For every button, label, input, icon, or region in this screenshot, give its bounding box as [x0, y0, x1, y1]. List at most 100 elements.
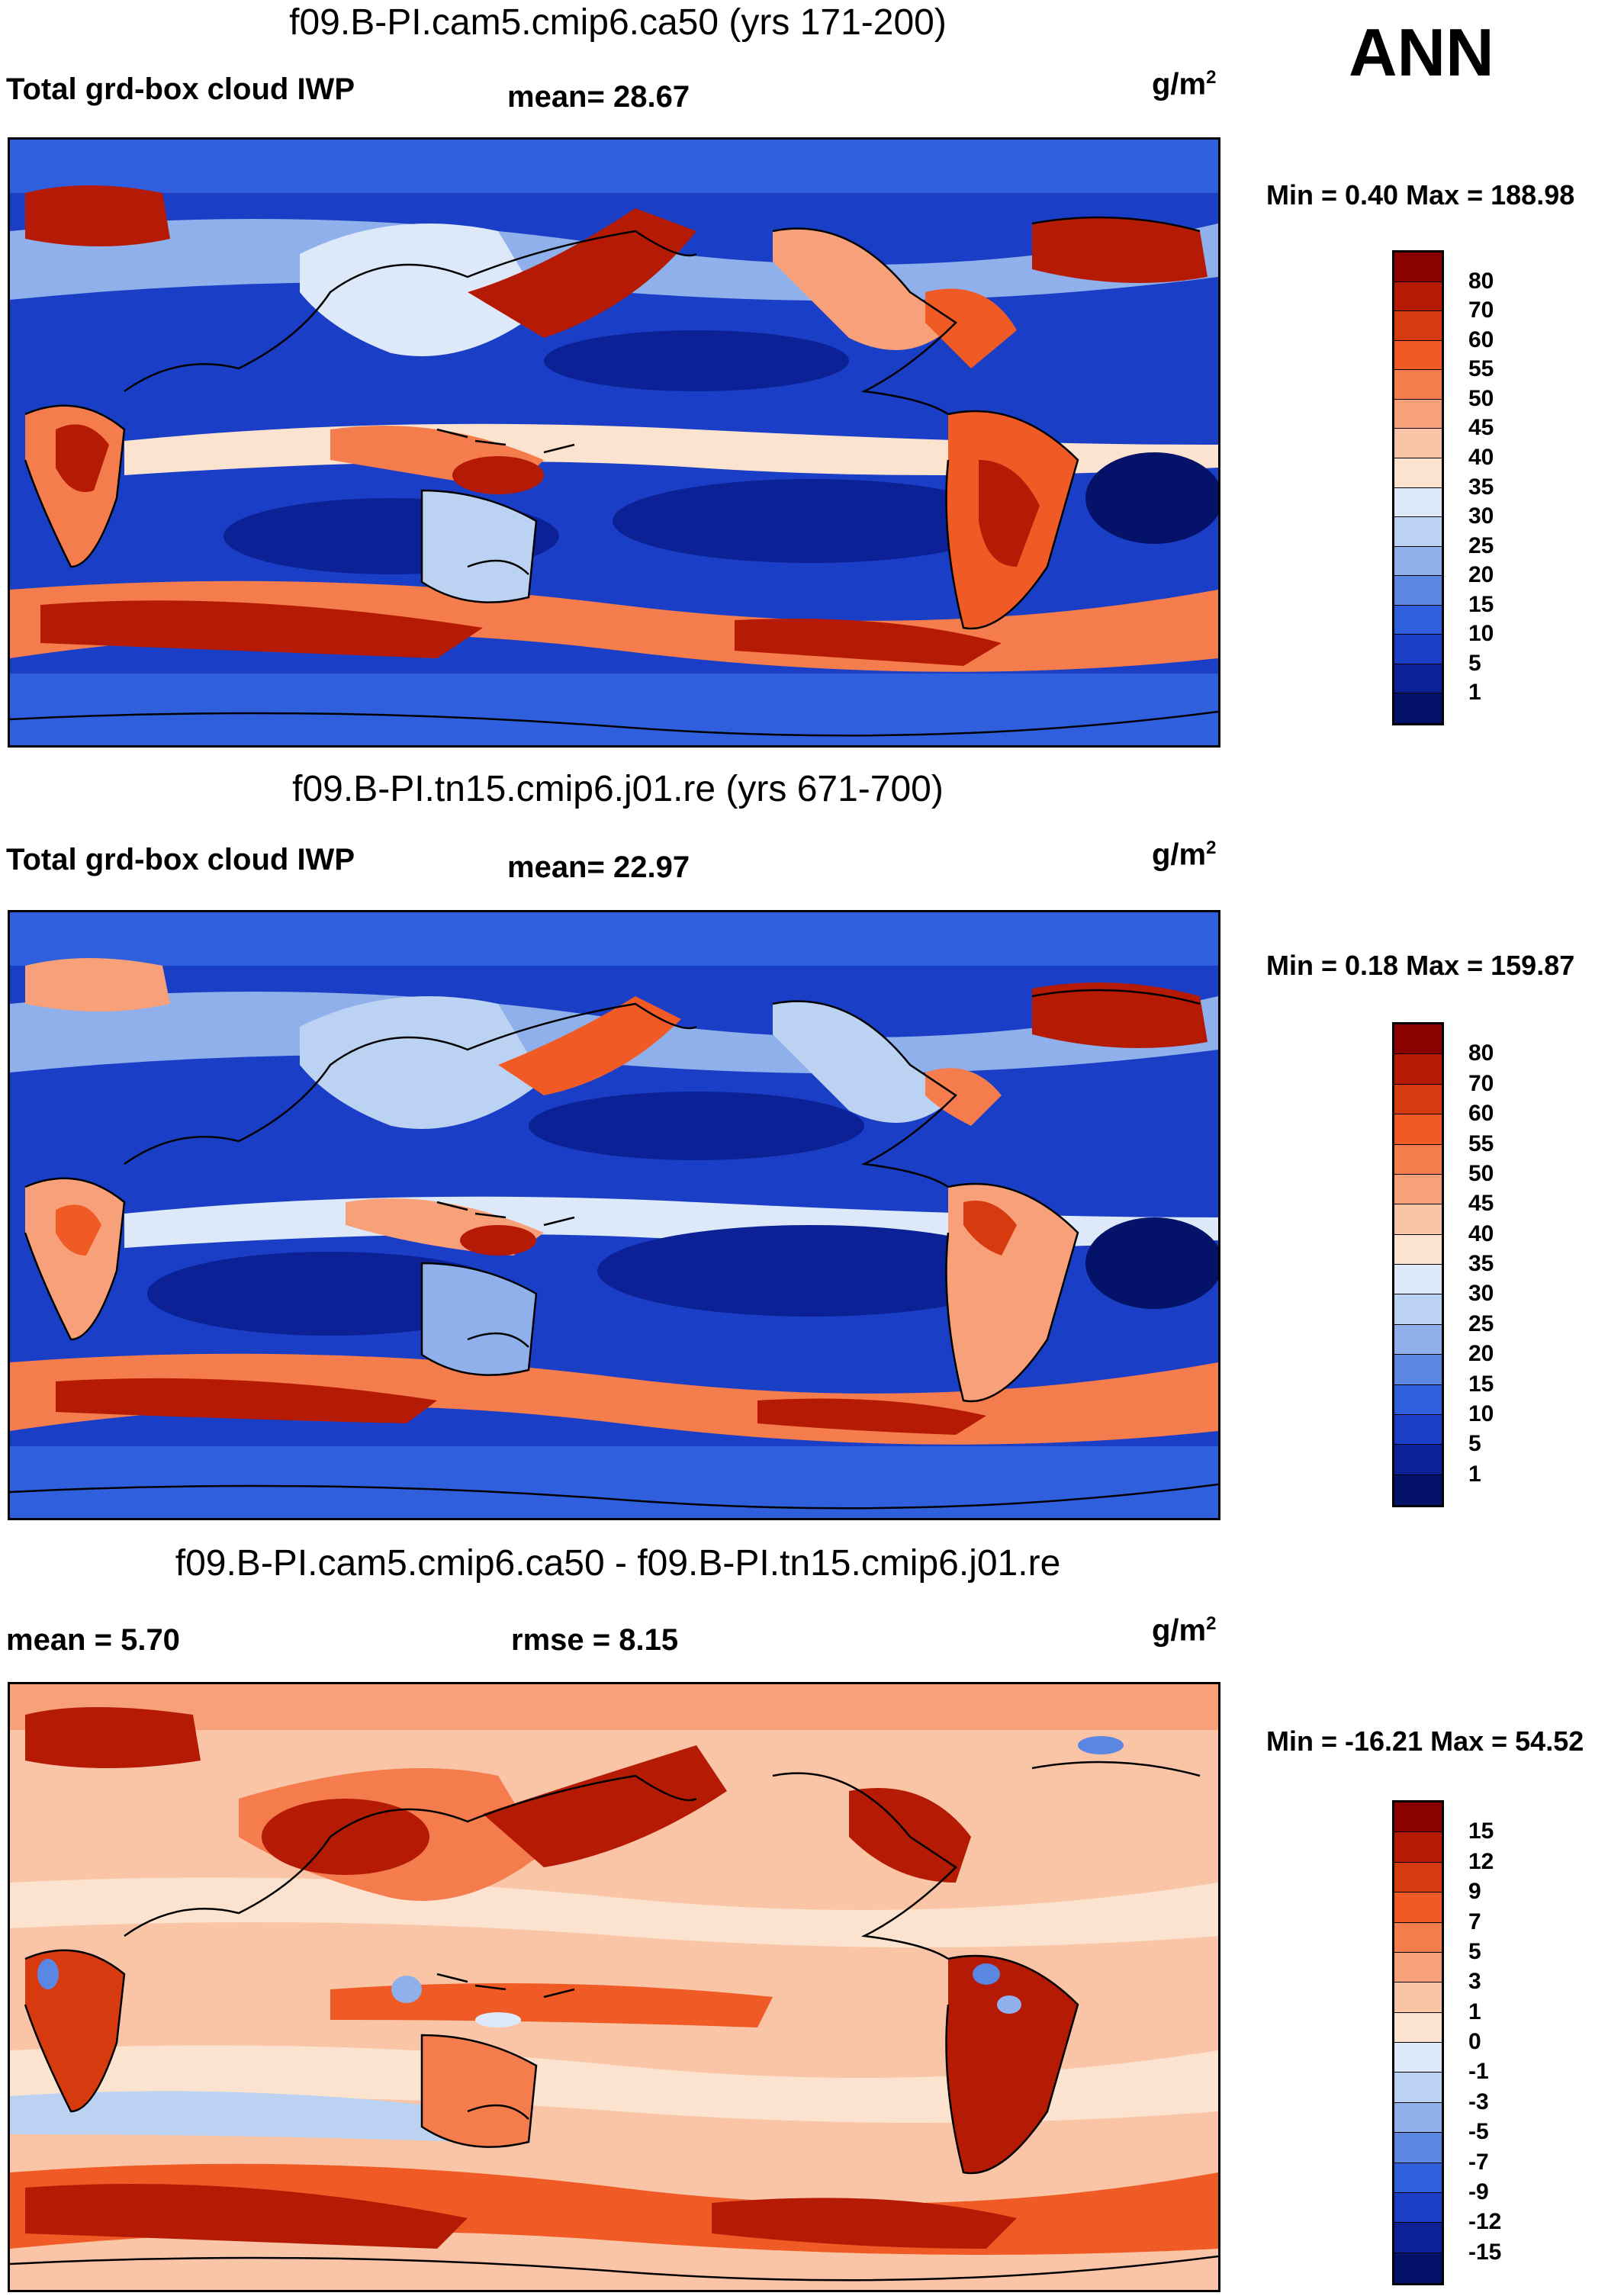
panel3-colorbar-tick-label: 15: [1468, 1818, 1494, 1844]
panel3-colorbar-cell: [1394, 1862, 1442, 1893]
panel1-colorbar-tick-label: 45: [1468, 415, 1494, 441]
season-label: ANN: [1349, 14, 1494, 90]
panel1-colorbar-cell: [1394, 252, 1442, 282]
panel2-colorbar-tick-label: 5: [1468, 1431, 1481, 1457]
panel3-colorbar-tick-label: 12: [1468, 1848, 1494, 1874]
panel2-colorbar-tick-label: 1: [1468, 1461, 1481, 1487]
panel2-colorbar-cell: [1394, 1084, 1442, 1115]
panel2-colorbar-cell: [1394, 1234, 1442, 1265]
panel1-colorbar-cell: [1394, 458, 1442, 488]
panel3-colorbar-tick-label: -9: [1468, 2179, 1489, 2204]
panel1-colorbar-tick-label: 70: [1468, 297, 1494, 323]
panel2-colorbar: [1392, 1022, 1444, 1507]
panel1-colorbar-cell: [1394, 311, 1442, 341]
panel2-colorbar-tick-label: 40: [1468, 1220, 1494, 1246]
panel2-colorbar-cell: [1394, 1294, 1442, 1325]
panel1-colorbar-tick-label: 1: [1468, 680, 1481, 706]
panel3-rmse-label: rmse = 8.15: [511, 1623, 679, 1657]
panel2-colorbar-tick-label: 10: [1468, 1400, 1494, 1426]
panel1-colorbar-tick-label: 15: [1468, 591, 1494, 617]
panel2-colorbar-tick-label: 80: [1468, 1040, 1494, 1066]
panel2-colorbar-cell: [1394, 1355, 1442, 1385]
panel3-colorbar-cell: [1394, 2253, 1442, 2283]
panel2-colorbar-tick-label: 50: [1468, 1160, 1494, 1186]
panel2-colorbar-tick-label: 30: [1468, 1281, 1494, 1307]
panel2-colorbar-cell: [1394, 1204, 1442, 1235]
panel1-colorbar-cell: [1394, 546, 1442, 577]
panel2-colorbar-cell: [1394, 1384, 1442, 1415]
panel1-mean-label: mean= 28.67: [507, 80, 690, 114]
panel1-colorbar-tick-label: 20: [1468, 562, 1494, 588]
panel2-units: g/m2: [1152, 838, 1217, 872]
panel3-colorbar-tick-label: 3: [1468, 1969, 1481, 1995]
panel3-colorbar-cell: [1394, 1952, 1442, 1983]
panel3-colorbar-cell: [1394, 1802, 1442, 1833]
panel2-colorbar-tick-label: 55: [1468, 1130, 1494, 1156]
panel3-colorbar-tick-label: -15: [1468, 2239, 1502, 2265]
panel3-colorbar-cell: [1394, 1892, 1442, 1923]
panel3-colorbar-cell: [1394, 1982, 1442, 2013]
panel2-colorbar-cell: [1394, 1054, 1442, 1085]
panel1-colorbar-cell: [1394, 635, 1442, 664]
panel3-colorbar-tick-label: 5: [1468, 1938, 1481, 1964]
panel2-colorbar-cell: [1394, 1414, 1442, 1445]
panel3-map: [8, 1682, 1220, 2292]
panel3-mean-label: mean = 5.70: [6, 1623, 180, 1657]
panel1-minmax: Min = 0.40 Max = 188.98: [1266, 179, 1575, 211]
panel1-colorbar-cell: [1394, 429, 1442, 458]
panel3-colorbar-tick-label: -7: [1468, 2149, 1489, 2175]
panel1-colorbar-cell: [1394, 693, 1442, 723]
panel1-colorbar-tick-label: 35: [1468, 474, 1494, 500]
panel1-colorbar-tick-label: 40: [1468, 444, 1494, 470]
panel3-colorbar-cell: [1394, 2223, 1442, 2253]
panel2-title: f09.B-PI.tn15.cmip6.j01.re (yrs 671-700): [292, 769, 944, 809]
panel2-colorbar-tick-label: 25: [1468, 1310, 1494, 1336]
panel3-colorbar-tick-label: -12: [1468, 2209, 1502, 2235]
panel1-colorbar-tick-label: 25: [1468, 532, 1494, 558]
panel3-colorbar-tick-label: -1: [1468, 2059, 1489, 2085]
panel1-colorbar: [1392, 250, 1444, 725]
panel1-colorbar-tick-label: 5: [1468, 650, 1481, 676]
panel2-colorbar-cell: [1394, 1474, 1442, 1505]
panel3-colorbar-cell: [1394, 2192, 1442, 2224]
panel3-minmax: Min = -16.21 Max = 54.52: [1266, 1725, 1584, 1757]
panel1-colorbar-cell: [1394, 399, 1442, 429]
panel3-units: g/m2: [1152, 1613, 1217, 1648]
panel1-colorbar-cell: [1394, 370, 1442, 400]
panel3-colorbar-tick-label: 9: [1468, 1879, 1481, 1905]
panel3-colorbar-tick-label: -5: [1468, 2119, 1489, 2145]
panel1-colorbar-tick-label: 30: [1468, 503, 1494, 529]
panel1-colorbar-cell: [1394, 517, 1442, 547]
panel3-colorbar-cell: [1394, 2012, 1442, 2043]
panel1-colorbar-cell: [1394, 576, 1442, 606]
panel1-colorbar-tick-label: 55: [1468, 356, 1494, 382]
panel3-colorbar-tick-label: 7: [1468, 1909, 1481, 1934]
panel1-colorbar-tick-label: 50: [1468, 385, 1494, 411]
panel2-colorbar-cell: [1394, 1024, 1442, 1055]
panel3-colorbar-cell: [1394, 1832, 1442, 1863]
panel1-units: g/m2: [1152, 67, 1217, 101]
panel1-colorbar-tick-label: 60: [1468, 326, 1494, 352]
panel3-colorbar-cell: [1394, 2043, 1442, 2073]
panel1-title: f09.B-PI.cam5.cmip6.ca50 (yrs 171-200): [289, 2, 947, 43]
panel3-colorbar-cell: [1394, 2102, 1442, 2134]
panel2-colorbar-tick-label: 20: [1468, 1341, 1494, 1367]
panel1-variable-label: Total grd-box cloud IWP: [6, 72, 355, 106]
panel2-colorbar-tick-label: 15: [1468, 1371, 1494, 1397]
panel2-map: [8, 910, 1220, 1520]
panel1-colorbar-tick-label: 80: [1468, 268, 1494, 294]
panel3-colorbar-cell: [1394, 2163, 1442, 2193]
panel1-colorbar-cell: [1394, 605, 1442, 635]
panel2-colorbar-tick-label: 70: [1468, 1070, 1494, 1096]
panel2-colorbar-tick-label: 35: [1468, 1251, 1494, 1276]
panel1-colorbar-cell: [1394, 664, 1442, 694]
panel3-colorbar-tick-label: 1: [1468, 1999, 1481, 2024]
panel2-colorbar-cell: [1394, 1114, 1442, 1145]
panel2-colorbar-cell: [1394, 1265, 1442, 1295]
panel2-colorbar-tick-label: 60: [1468, 1101, 1494, 1127]
panel1-colorbar-cell: [1394, 340, 1442, 371]
panel3-colorbar-cell: [1394, 2133, 1442, 2163]
panel1-map: [8, 137, 1220, 748]
panel3-title: f09.B-PI.cam5.cmip6.ca50 - f09.B-PI.tn15…: [175, 1543, 1061, 1584]
panel2-colorbar-cell: [1394, 1144, 1442, 1175]
